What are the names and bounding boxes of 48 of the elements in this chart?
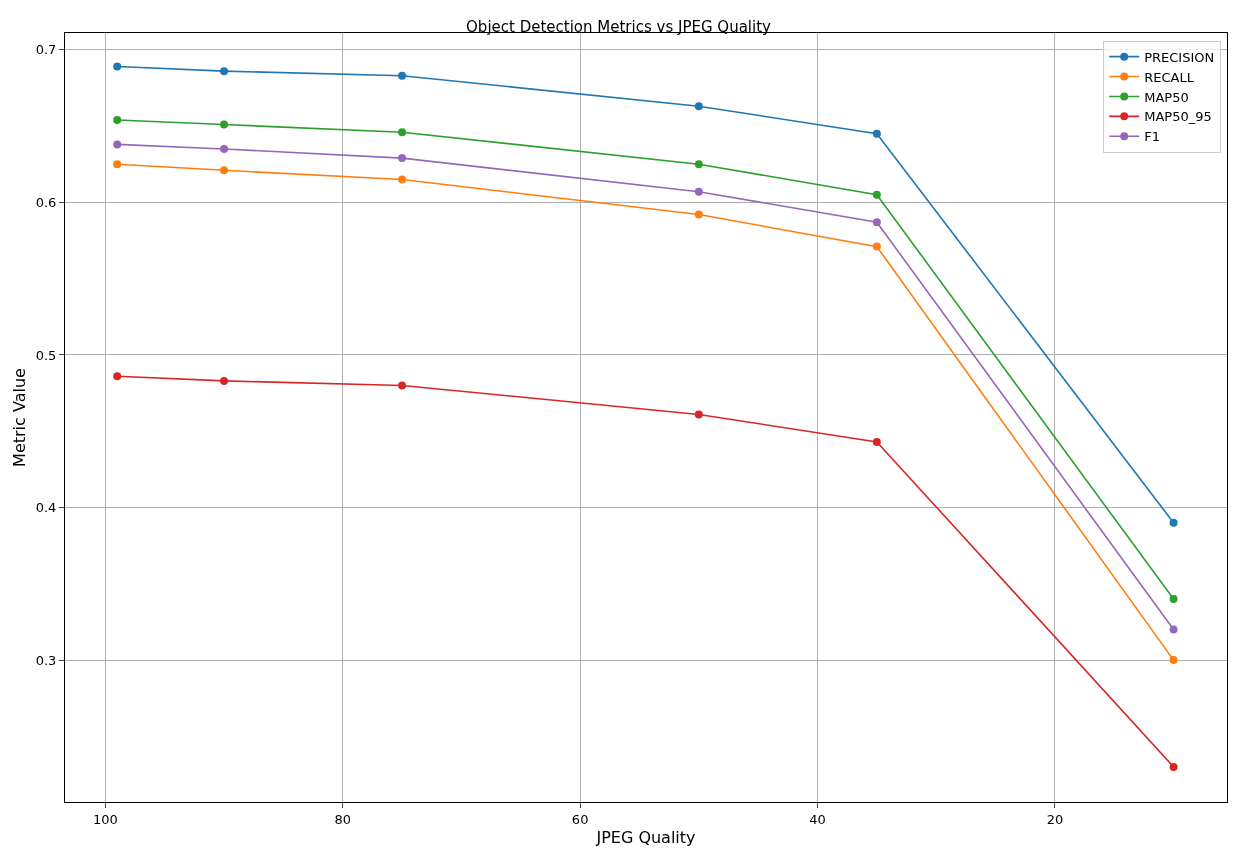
- x-tick-label: 20: [1046, 811, 1064, 827]
- point: [694, 410, 703, 419]
- point: [1169, 518, 1178, 527]
- y-tick-label: 0.4: [35, 500, 57, 516]
- point: [694, 102, 703, 111]
- x-tick-label: 100: [92, 811, 118, 827]
- point: [694, 160, 703, 169]
- point: [113, 62, 122, 71]
- y-tick-label: 0.3: [35, 652, 57, 668]
- x-tick-label: 60: [571, 811, 589, 827]
- chart-title: Object Detection Metrics vs JPEG Quality: [466, 17, 772, 36]
- point: [872, 242, 881, 251]
- point: [872, 218, 881, 227]
- point: [113, 140, 122, 149]
- point: [398, 175, 407, 184]
- point: [1169, 625, 1178, 634]
- point: [220, 376, 229, 385]
- y-tick-label: 0.5: [35, 347, 57, 363]
- x-tick-label: 40: [809, 811, 826, 827]
- point: [398, 128, 407, 137]
- legend-label: PRECISION: [1144, 49, 1215, 65]
- point: [694, 210, 703, 219]
- point: [398, 71, 407, 80]
- point: [872, 437, 881, 446]
- point: [220, 144, 229, 153]
- point: [220, 67, 229, 76]
- point: [694, 187, 703, 196]
- point: [398, 154, 407, 163]
- point: [113, 160, 122, 169]
- point: [113, 372, 122, 381]
- point: [872, 190, 881, 199]
- legend-label: MAP50: [1144, 89, 1189, 105]
- point: [872, 129, 881, 138]
- legend-label: MAP50_95: [1144, 109, 1212, 125]
- point: [1169, 762, 1178, 771]
- point: [113, 115, 122, 124]
- x-tick-label: 80: [334, 811, 352, 827]
- y-tick-label: 0.7: [35, 42, 57, 58]
- point: [1169, 656, 1178, 665]
- legend-label: F1: [1144, 129, 1160, 145]
- y-axis-title: Metric Value: [9, 368, 29, 467]
- legend-label: RECALL: [1144, 69, 1195, 85]
- point: [398, 381, 407, 390]
- x-axis-title: JPEG Quality: [595, 828, 696, 848]
- point: [220, 120, 229, 129]
- y-tick-label: 0.6: [35, 194, 57, 210]
- point: [1169, 595, 1178, 604]
- point: [220, 166, 229, 175]
